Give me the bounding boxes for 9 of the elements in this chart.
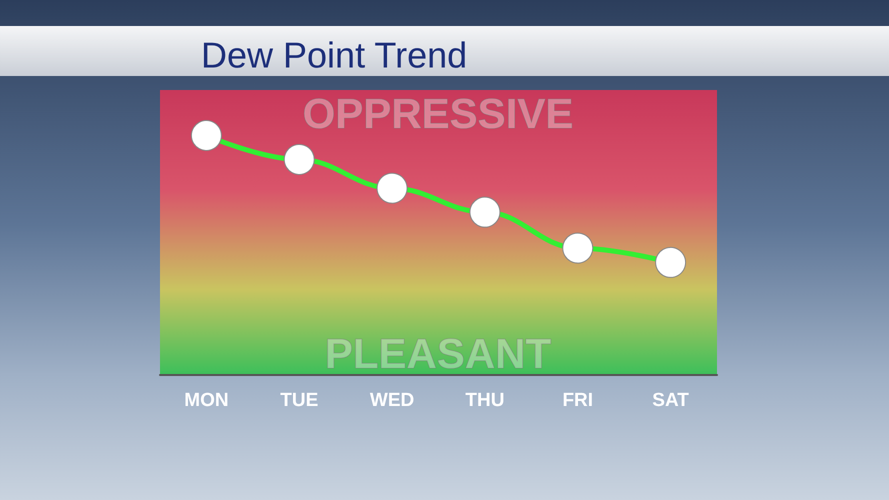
x-tick-label: SAT [652,390,690,411]
x-tick-label: THU [465,390,504,411]
x-tick-label: FRI [562,390,594,411]
x-tick-label: TUE [280,390,318,411]
chart-title: Dew Point Trend [201,34,468,76]
annotation: OPPRESSIVE [302,90,574,137]
x-tick-label: MON [184,390,229,411]
x-tick-label: WED [370,390,414,411]
annotation: PLEASANT [324,330,552,377]
